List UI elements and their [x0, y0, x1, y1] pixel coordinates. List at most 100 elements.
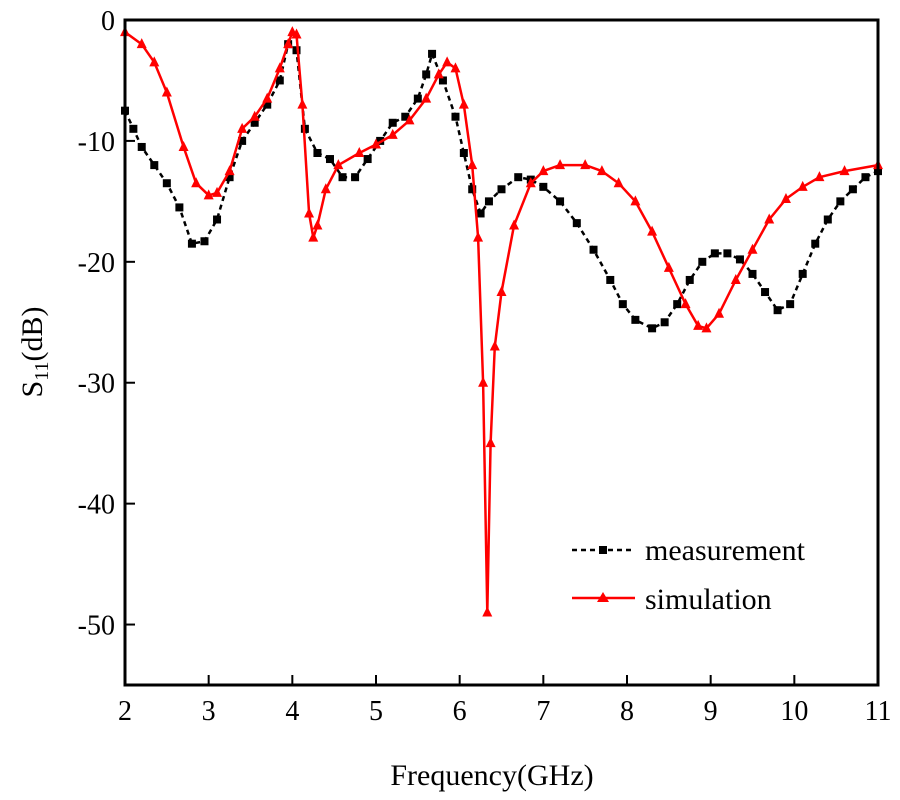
data-point-measurement [451, 112, 460, 121]
data-point-simulation [320, 183, 331, 194]
data-point-measurement [514, 173, 523, 182]
x-tick-label: 8 [620, 696, 634, 727]
data-point-simulation [404, 114, 415, 125]
x-tick-label: 4 [285, 696, 299, 727]
data-point-simulation [496, 286, 507, 297]
data-point-simulation [747, 243, 758, 254]
data-point-simulation [354, 147, 365, 157]
data-point-simulation [630, 195, 641, 206]
data-point-simulation [482, 606, 493, 617]
data-point-simulation [387, 128, 398, 139]
data-point-measurement [556, 197, 565, 206]
data-point-measurement [589, 245, 598, 254]
data-point-simulation [274, 62, 285, 73]
data-point-simulation [814, 171, 825, 182]
data-point-measurement [137, 142, 146, 151]
data-point-measurement [735, 255, 744, 264]
data-point-simulation [693, 319, 704, 330]
data-point-simulation [191, 177, 202, 188]
data-point-measurement [631, 315, 640, 324]
data-point-simulation [797, 180, 808, 191]
data-point-measurement [422, 70, 431, 79]
data-point-simulation [764, 213, 775, 224]
legend-label-measurement: measurement [645, 534, 806, 567]
data-point-measurement [200, 237, 209, 246]
data-point-measurement [823, 215, 832, 224]
data-point-simulation [839, 165, 850, 176]
data-point-measurement [748, 269, 757, 278]
x-tick-label: 5 [369, 696, 383, 727]
data-point-measurement [438, 76, 447, 85]
data-point-measurement [723, 249, 732, 258]
data-point-measurement [292, 46, 301, 55]
data-point-measurement [539, 182, 548, 191]
data-point-simulation [485, 437, 496, 448]
data-point-measurement [363, 155, 372, 164]
data-point-simulation [580, 159, 591, 170]
data-point-simulation [478, 376, 489, 387]
data-point-simulation [224, 165, 235, 176]
data-point-measurement [685, 275, 694, 284]
data-point-simulation [149, 56, 160, 67]
data-point-simulation [596, 165, 607, 176]
series-line-simulation [124, 30, 879, 614]
data-point-measurement [798, 269, 807, 278]
y-tick-label: -10 [78, 127, 115, 158]
data-point-simulation [333, 159, 344, 170]
data-point-measurement [811, 239, 820, 248]
data-point-measurement [129, 124, 138, 133]
x-tick-label: 7 [536, 696, 550, 727]
data-point-simulation [308, 231, 319, 242]
data-point-measurement [175, 203, 184, 212]
data-point-simulation [663, 261, 674, 272]
data-point-simulation [458, 98, 469, 109]
data-point-simulation [291, 28, 302, 39]
y-tick-label: -40 [78, 490, 115, 521]
x-tick-label: 6 [453, 696, 467, 727]
data-point-simulation [421, 92, 432, 103]
data-point-measurement [773, 306, 782, 315]
y-tick-label: -50 [78, 611, 115, 642]
x-tick-label: 2 [118, 696, 132, 727]
data-point-simulation [509, 219, 520, 230]
x-tick-label: 9 [704, 696, 718, 727]
data-point-measurement [213, 215, 222, 224]
legend: measurement simulation [572, 534, 806, 616]
data-point-measurement [238, 136, 247, 145]
legend-marker-simulation [597, 592, 609, 602]
data-point-simulation [647, 225, 658, 236]
data-point-measurement [618, 300, 627, 309]
data-point-measurement [250, 118, 259, 127]
data-point-simulation [136, 38, 147, 49]
data-point-measurement [484, 197, 493, 206]
data-point-measurement [848, 185, 857, 194]
data-point-measurement [710, 249, 719, 258]
data-point-simulation [161, 86, 172, 97]
data-point-simulation [473, 231, 484, 242]
x-axis-label: Frequency(GHz) [390, 759, 593, 792]
data-point-simulation [525, 177, 536, 188]
data-point-measurement [698, 257, 707, 266]
series-line-measurement [123, 42, 879, 330]
y-axis-label: S11(dB) [16, 307, 53, 398]
y-tick-label: -30 [78, 369, 115, 400]
data-point-simulation [714, 307, 725, 318]
data-point-measurement [648, 324, 657, 333]
plot-frame [123, 18, 880, 687]
data-point-measurement [836, 197, 845, 206]
data-point-measurement [351, 173, 360, 182]
data-point-measurement [325, 155, 334, 164]
data-point-simulation [297, 98, 308, 109]
data-point-simulation [467, 159, 478, 170]
data-point-simulation [203, 189, 214, 200]
data-point-simulation [538, 165, 549, 176]
x-tick-label: 3 [202, 696, 216, 727]
data-point-simulation [613, 177, 624, 188]
data-point-simulation [730, 273, 741, 284]
x-tick-label: 11 [865, 696, 892, 727]
data-point-simulation [450, 62, 461, 73]
data-point-simulation [680, 298, 691, 309]
data-point-simulation [212, 186, 223, 197]
data-point-measurement [388, 118, 397, 127]
data-point-measurement [313, 149, 322, 157]
